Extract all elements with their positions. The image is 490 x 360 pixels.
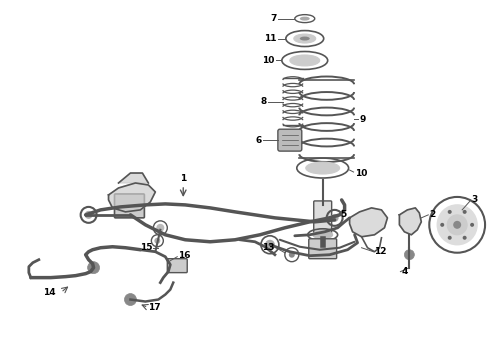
Circle shape (154, 238, 160, 244)
Circle shape (470, 223, 474, 227)
FancyBboxPatch shape (314, 201, 332, 233)
Circle shape (85, 211, 93, 219)
Text: 13: 13 (262, 243, 275, 252)
Text: 12: 12 (374, 247, 387, 256)
Text: 6: 6 (256, 136, 262, 145)
Text: 14: 14 (43, 288, 56, 297)
Circle shape (448, 210, 452, 214)
Text: 3: 3 (471, 195, 477, 204)
Circle shape (156, 224, 164, 232)
Circle shape (404, 250, 415, 260)
Polygon shape (399, 208, 421, 235)
Circle shape (437, 205, 477, 245)
Polygon shape (349, 208, 388, 237)
Text: 4: 4 (401, 267, 408, 276)
Polygon shape (119, 173, 148, 183)
Ellipse shape (294, 34, 316, 43)
Ellipse shape (290, 55, 319, 66)
Circle shape (88, 262, 99, 274)
Text: 10: 10 (355, 168, 367, 177)
FancyBboxPatch shape (167, 259, 187, 273)
Ellipse shape (313, 231, 333, 239)
Text: 2: 2 (429, 210, 436, 219)
Circle shape (463, 210, 466, 214)
Circle shape (124, 293, 136, 306)
Text: 15: 15 (140, 243, 152, 252)
Text: 9: 9 (359, 115, 366, 124)
Circle shape (289, 252, 295, 258)
Text: 10: 10 (263, 56, 275, 65)
Polygon shape (108, 183, 155, 212)
Ellipse shape (306, 162, 340, 174)
Circle shape (265, 240, 275, 250)
Text: 7: 7 (270, 14, 277, 23)
Ellipse shape (300, 17, 310, 21)
Circle shape (463, 236, 466, 240)
Text: 1: 1 (180, 174, 186, 183)
FancyBboxPatch shape (309, 239, 337, 259)
Text: 11: 11 (265, 34, 277, 43)
Circle shape (440, 223, 444, 227)
Text: 5: 5 (341, 210, 347, 219)
Text: 16: 16 (178, 251, 191, 260)
FancyBboxPatch shape (115, 194, 145, 218)
Ellipse shape (300, 37, 310, 41)
FancyBboxPatch shape (278, 129, 302, 151)
Circle shape (331, 214, 339, 222)
Circle shape (453, 221, 461, 229)
Text: 17: 17 (148, 303, 161, 312)
Circle shape (447, 215, 467, 235)
Text: 8: 8 (261, 97, 267, 106)
Circle shape (448, 236, 452, 240)
